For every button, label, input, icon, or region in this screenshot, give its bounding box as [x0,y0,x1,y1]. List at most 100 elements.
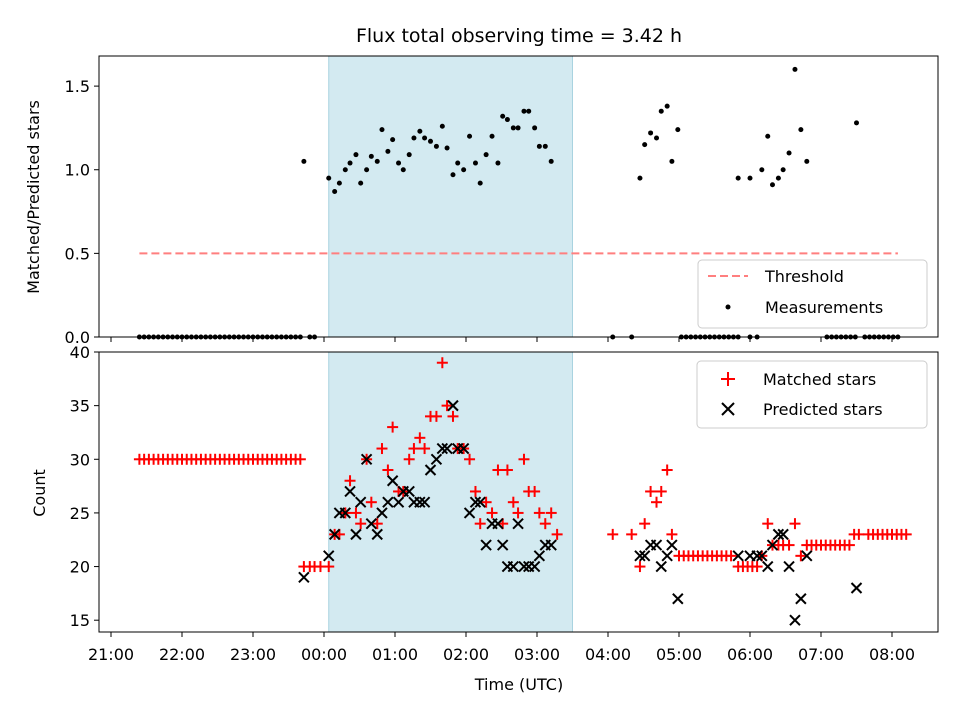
top-legend-box [697,259,928,329]
matched-point [376,443,388,455]
predicted-point [463,507,476,519]
measurement-point [510,125,516,131]
predicted-point [441,442,453,455]
measurement-point [500,113,506,119]
predicted-point-b [376,507,388,519]
x-tick-label: 23:00 [230,645,276,664]
predicted-point [371,528,383,541]
measurement-point [654,135,660,141]
measurement-point [433,143,439,149]
x-tick-label: 07:00 [798,645,844,664]
predicted-point [751,550,763,562]
predicted-point [650,539,663,551]
measurement-point [379,127,385,133]
predicted-point [447,399,459,412]
bottom-y-tick-label: 25 [70,504,90,523]
predicted-point [772,528,785,541]
predicted-point [474,496,486,508]
bottom-x-axis: 21:00 22:00 23:00 00:00 01:00 02:00 03:00 04:00… [88,632,915,664]
measurement-point [417,128,423,134]
matched-point [639,518,651,530]
bottom-legend-box [696,360,928,429]
predicted-point [430,453,443,465]
measurement-point [669,158,675,164]
measurement-point [780,167,786,173]
matched-point [323,561,335,573]
predicted-point [762,560,774,573]
top-y-axis: 0.0 0.5 1.0 1.5 [65,77,99,347]
predicted-point [850,582,863,594]
predicted-point-b [528,560,541,573]
predicted-point [365,517,378,530]
matched-point [447,410,459,422]
measurement-point [786,150,792,156]
chart-title: Flux total observing time = 3.42 h [356,25,682,47]
predicted-point-b [650,539,663,551]
top-x-ticks [110,337,893,342]
matched-point [626,528,638,540]
measurement-point [798,127,804,133]
matched-point [486,507,498,519]
measurement-point [521,108,527,114]
measurement-point [495,160,501,166]
predicted-point-b [732,550,744,562]
measurement-point [804,158,810,164]
predicted-point-b [480,539,492,551]
predicted-point [732,550,744,562]
measurement-point [526,108,532,114]
predicted-point [512,517,524,530]
predicted-point [634,550,646,562]
predicted-point-b [638,550,651,562]
predicted-point-b [344,485,356,498]
predicted-point-b [751,550,763,562]
matched-point [365,496,377,508]
predicted-point [354,496,367,508]
measurement-point [301,158,307,164]
predicted-point [392,496,405,508]
predicted-point [496,539,509,551]
measurement-point [854,120,859,126]
predicted-point-b [512,517,524,530]
matched-point [533,507,545,519]
measurement-point [396,160,402,166]
predicted-point [666,539,678,551]
measurement-point [675,127,681,133]
measurement-point [648,130,654,136]
predicted-point-b [414,496,426,508]
matched-point [551,528,563,540]
predicted-point-b [777,528,789,541]
predicted-point-b [463,507,476,519]
matched-point [507,496,519,508]
matched-point [900,528,912,540]
measurement-point [658,108,664,114]
matched-point [651,496,663,508]
predicted-point [298,571,310,583]
x-tick-label: 05:00 [656,645,702,664]
legend-measurements-label: Measurements [765,298,883,317]
matched-point [655,485,667,497]
predicted-point-b [386,475,399,487]
predicted-point [350,528,362,541]
predicted-point-b [496,539,509,551]
predicted-point-b [762,560,774,573]
measurement-point [390,137,396,143]
measurement-point [406,152,412,158]
measurement-point [477,180,483,186]
predicted-point [382,496,394,508]
measurement-point [422,135,428,141]
top-y-axis-label: Matched/Predicted stars [24,100,43,294]
measurement-point [342,167,348,173]
matched-point [795,550,807,562]
measurement-point [336,180,342,186]
matched-point [529,485,541,497]
predicted-point [386,475,399,487]
matched-point [512,507,524,519]
measurement-point [385,148,391,154]
matched-point [403,453,415,465]
matched-point [441,400,453,412]
matched-point [294,453,306,465]
measurement-point [358,180,364,186]
matched-point [661,464,673,476]
bottom-y-tick-label: 30 [70,450,90,469]
matched-point [436,357,448,369]
